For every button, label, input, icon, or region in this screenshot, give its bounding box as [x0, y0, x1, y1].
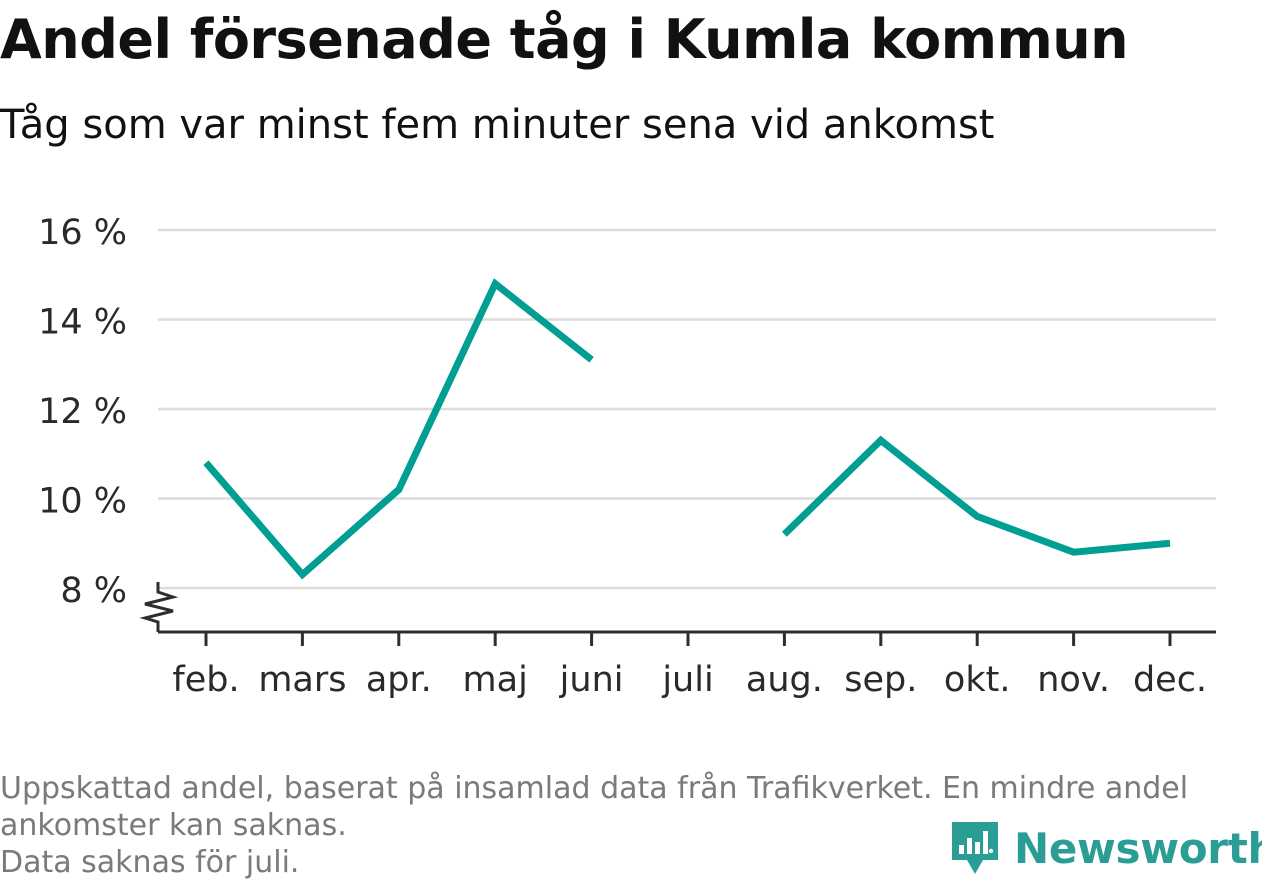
series-lines — [206, 284, 1170, 575]
y-tick-label: 10 % — [38, 482, 127, 522]
y-tick-label: 8 % — [60, 571, 127, 611]
x-tick-label: maj — [463, 660, 528, 700]
series-line-segment — [206, 284, 592, 575]
newsworthy-logo-icon — [950, 818, 1000, 878]
y-tick-label: 14 % — [38, 303, 127, 343]
series-line-segment — [784, 440, 1170, 552]
x-tick-label: nov. — [1037, 660, 1110, 700]
x-tick-label: mars — [258, 660, 346, 700]
x-axis — [145, 582, 1216, 646]
y-tick-label: 16 % — [38, 213, 127, 253]
x-tick-label: aug. — [746, 660, 823, 700]
footnote-line-1: Uppskattad andel, baserat på insamlad da… — [0, 770, 1255, 807]
x-tick-label: juni — [559, 660, 624, 700]
gridlines — [158, 230, 1216, 588]
y-tick-label: 12 % — [38, 392, 127, 432]
x-tick-label: feb. — [172, 660, 239, 700]
x-tick-label: apr. — [366, 660, 432, 700]
x-tick-label: juli — [661, 660, 713, 700]
x-tick-label: sep. — [844, 660, 917, 700]
y-axis-tick-labels: 8 % 10 % 12 % 14 % 16 % — [38, 213, 127, 611]
brand-name: Newsworthy — [1014, 824, 1262, 873]
x-tick-label: okt. — [944, 660, 1011, 700]
newsworthy-brand: Newsworthy — [950, 818, 1262, 878]
x-tick-label: dec. — [1133, 660, 1207, 700]
y-axis-break-symbol — [145, 582, 173, 632]
